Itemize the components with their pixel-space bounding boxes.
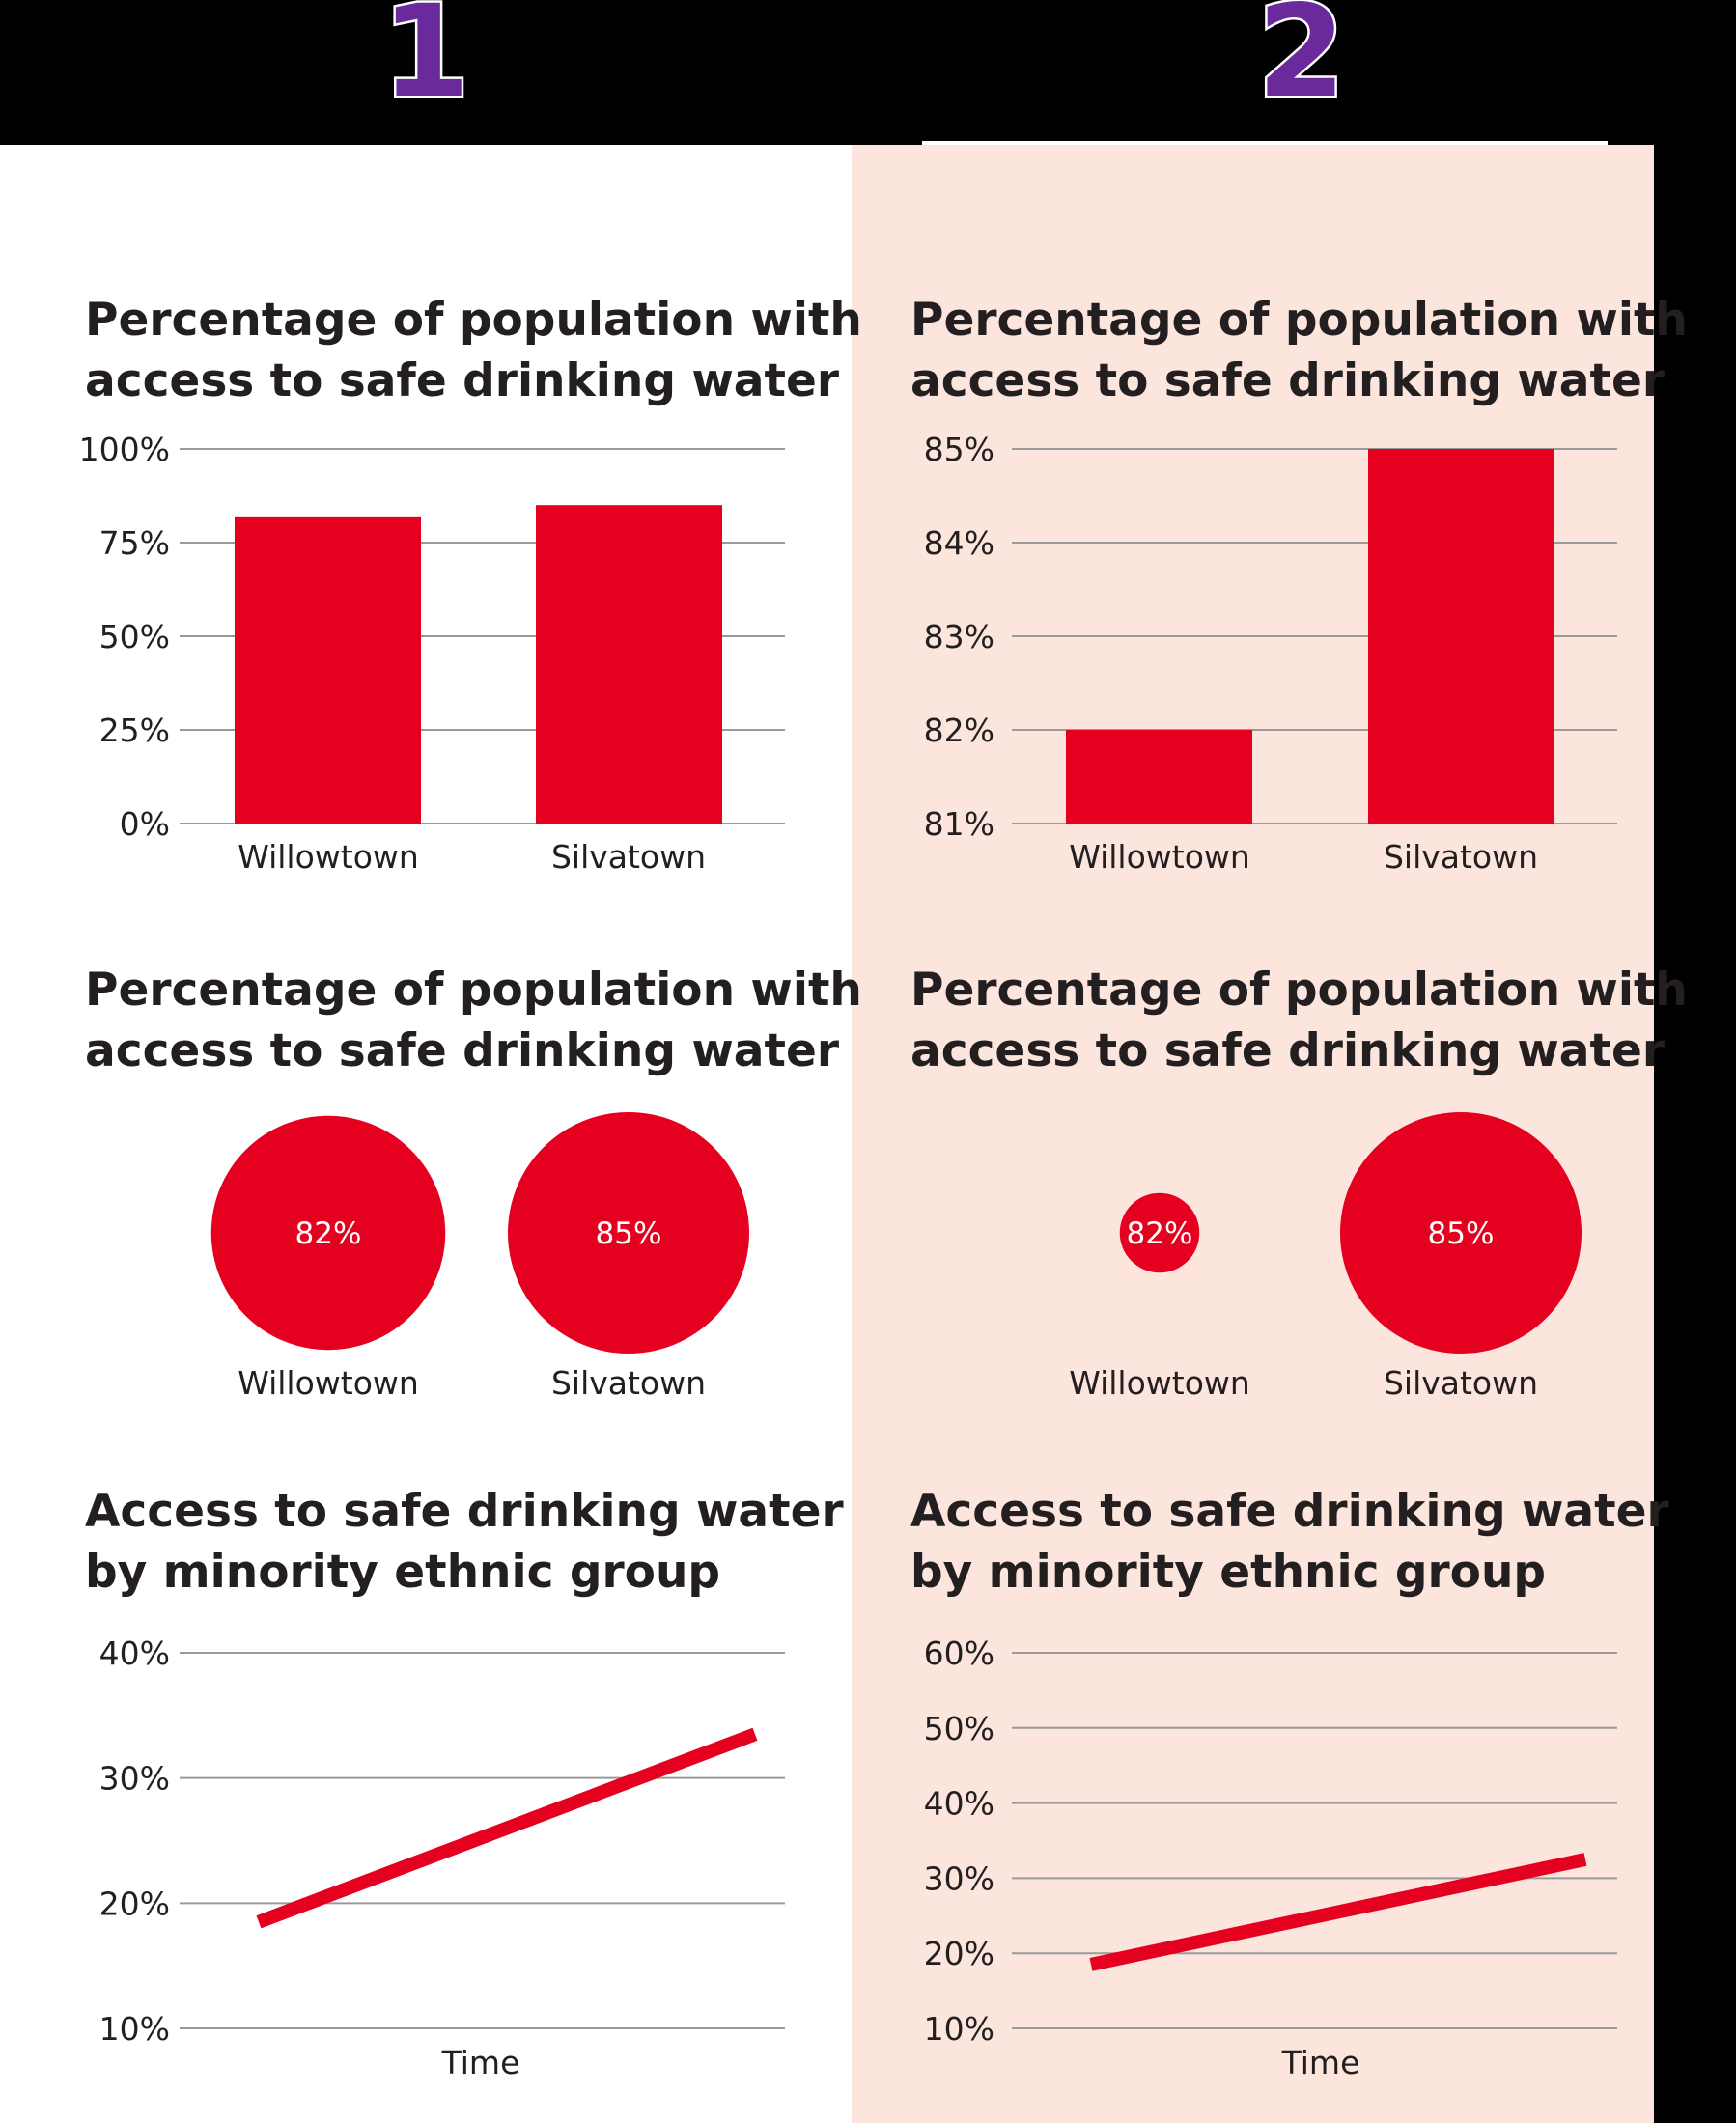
bar-chart-2-category-label: Willowtown xyxy=(1069,838,1250,876)
bar-chart-2-title-line-2: access to safe drinking water xyxy=(910,354,1666,407)
line-chart-2-y-tick-label: 20% xyxy=(924,1935,994,1972)
bubble-chart-2-title-line-2: access to safe drinking water xyxy=(910,1024,1666,1077)
bar-chart-1-y-tick-label: 25% xyxy=(99,712,170,749)
right-edge-bar xyxy=(1654,145,1736,2123)
bar-chart-2-bar-silvatown xyxy=(1368,449,1554,824)
bar-chart-2-bar-willowtown xyxy=(1066,730,1252,824)
bubble-chart-2-category-label: Willowtown xyxy=(1069,1364,1250,1402)
line-chart-1-title-line-1: Access to safe drinking water xyxy=(85,1485,844,1538)
bar-chart-1-title-line-1: Percentage of population with xyxy=(85,293,862,347)
bar-chart-2-y-tick-label: 85% xyxy=(924,431,994,468)
bubble-chart-1-bubble-willowtown xyxy=(210,1115,446,1351)
bubble-chart-2-data-label: 82% xyxy=(1127,1216,1193,1251)
bar-chart-2-y-tick-label: 81% xyxy=(924,805,994,843)
bubble-chart-2-title-line-1: Percentage of population with xyxy=(910,964,1688,1017)
line-chart-1-series-line xyxy=(256,1727,758,1929)
line-chart-1-x-axis-label: Time xyxy=(441,2044,520,2081)
bar-chart-1-title-line-2: access to safe drinking water xyxy=(85,354,840,407)
panel-2-top-strip xyxy=(922,141,1608,145)
line-chart-1-y-tick-label: 30% xyxy=(99,1760,170,1798)
bubble-chart-1-category-label: Silvatown xyxy=(551,1364,706,1402)
line-chart-2-y-tick-label: 40% xyxy=(924,1785,994,1823)
bar-chart-2-category-label: Silvatown xyxy=(1384,838,1538,876)
line-chart-2-x-axis-label: Time xyxy=(1281,2044,1360,2081)
bar-chart-1-category-label: Silvatown xyxy=(551,838,706,876)
bubble-chart-1-data-label: 82% xyxy=(295,1216,362,1251)
bubble-chart-1-bubble-silvatown xyxy=(508,1112,749,1354)
bar-chart-1-y-tick-label: 50% xyxy=(99,618,170,656)
bar-chart-2-y-tick-label: 82% xyxy=(924,712,994,749)
line-chart-2-y-tick-label: 30% xyxy=(924,1859,994,1897)
bar-chart-1-category-label: Willowtown xyxy=(238,838,419,876)
line-chart-2-series-line xyxy=(1089,1853,1587,1971)
bar-chart-1-y-tick-label: 100% xyxy=(79,431,170,468)
line-chart-2-y-tick-label: 10% xyxy=(924,2010,994,2048)
header-bar xyxy=(0,0,1736,145)
bubble-chart-2-category-label: Silvatown xyxy=(1384,1364,1538,1402)
bubble-chart-1-title-line-1: Percentage of population with xyxy=(85,964,862,1017)
bar-chart-1-y-tick-label: 75% xyxy=(99,524,170,562)
line-chart-2-title-line-2: by minority ethnic group xyxy=(910,1546,1546,1599)
line-chart-1-y-tick-label: 20% xyxy=(99,1885,170,1922)
bubble-chart-2-bubble-willowtown xyxy=(1119,1192,1200,1273)
line-chart-2-title-line-1: Access to safe drinking water xyxy=(910,1485,1669,1538)
bar-chart-2-y-tick-label: 84% xyxy=(924,524,994,562)
panel-number-1: 1 xyxy=(379,0,473,126)
bubble-chart-2-data-label: 85% xyxy=(1428,1216,1495,1251)
bubble-chart-2-bubble-silvatown xyxy=(1340,1112,1582,1354)
bar-chart-1-bar-silvatown xyxy=(536,505,722,824)
bar-chart-1-y-tick-label: 0% xyxy=(120,805,170,843)
line-chart-2-y-tick-label: 50% xyxy=(924,1710,994,1747)
bar-chart-1-bar-willowtown xyxy=(235,516,421,824)
line-chart-2-y-tick-label: 60% xyxy=(924,1634,994,1672)
bar-chart-2-title-line-1: Percentage of population with xyxy=(910,293,1688,347)
line-chart-1-y-tick-label: 40% xyxy=(99,1634,170,1672)
bubble-chart-1-data-label: 85% xyxy=(596,1216,662,1251)
panel-number-2: 2 xyxy=(1255,0,1349,126)
line-chart-1-y-tick-label: 10% xyxy=(99,2010,170,2048)
bubble-chart-1-title-line-2: access to safe drinking water xyxy=(85,1024,840,1077)
bubble-chart-1-category-label: Willowtown xyxy=(238,1364,419,1402)
line-chart-1-title-line-2: by minority ethnic group xyxy=(85,1546,720,1599)
bar-chart-2-y-tick-label: 83% xyxy=(924,618,994,656)
